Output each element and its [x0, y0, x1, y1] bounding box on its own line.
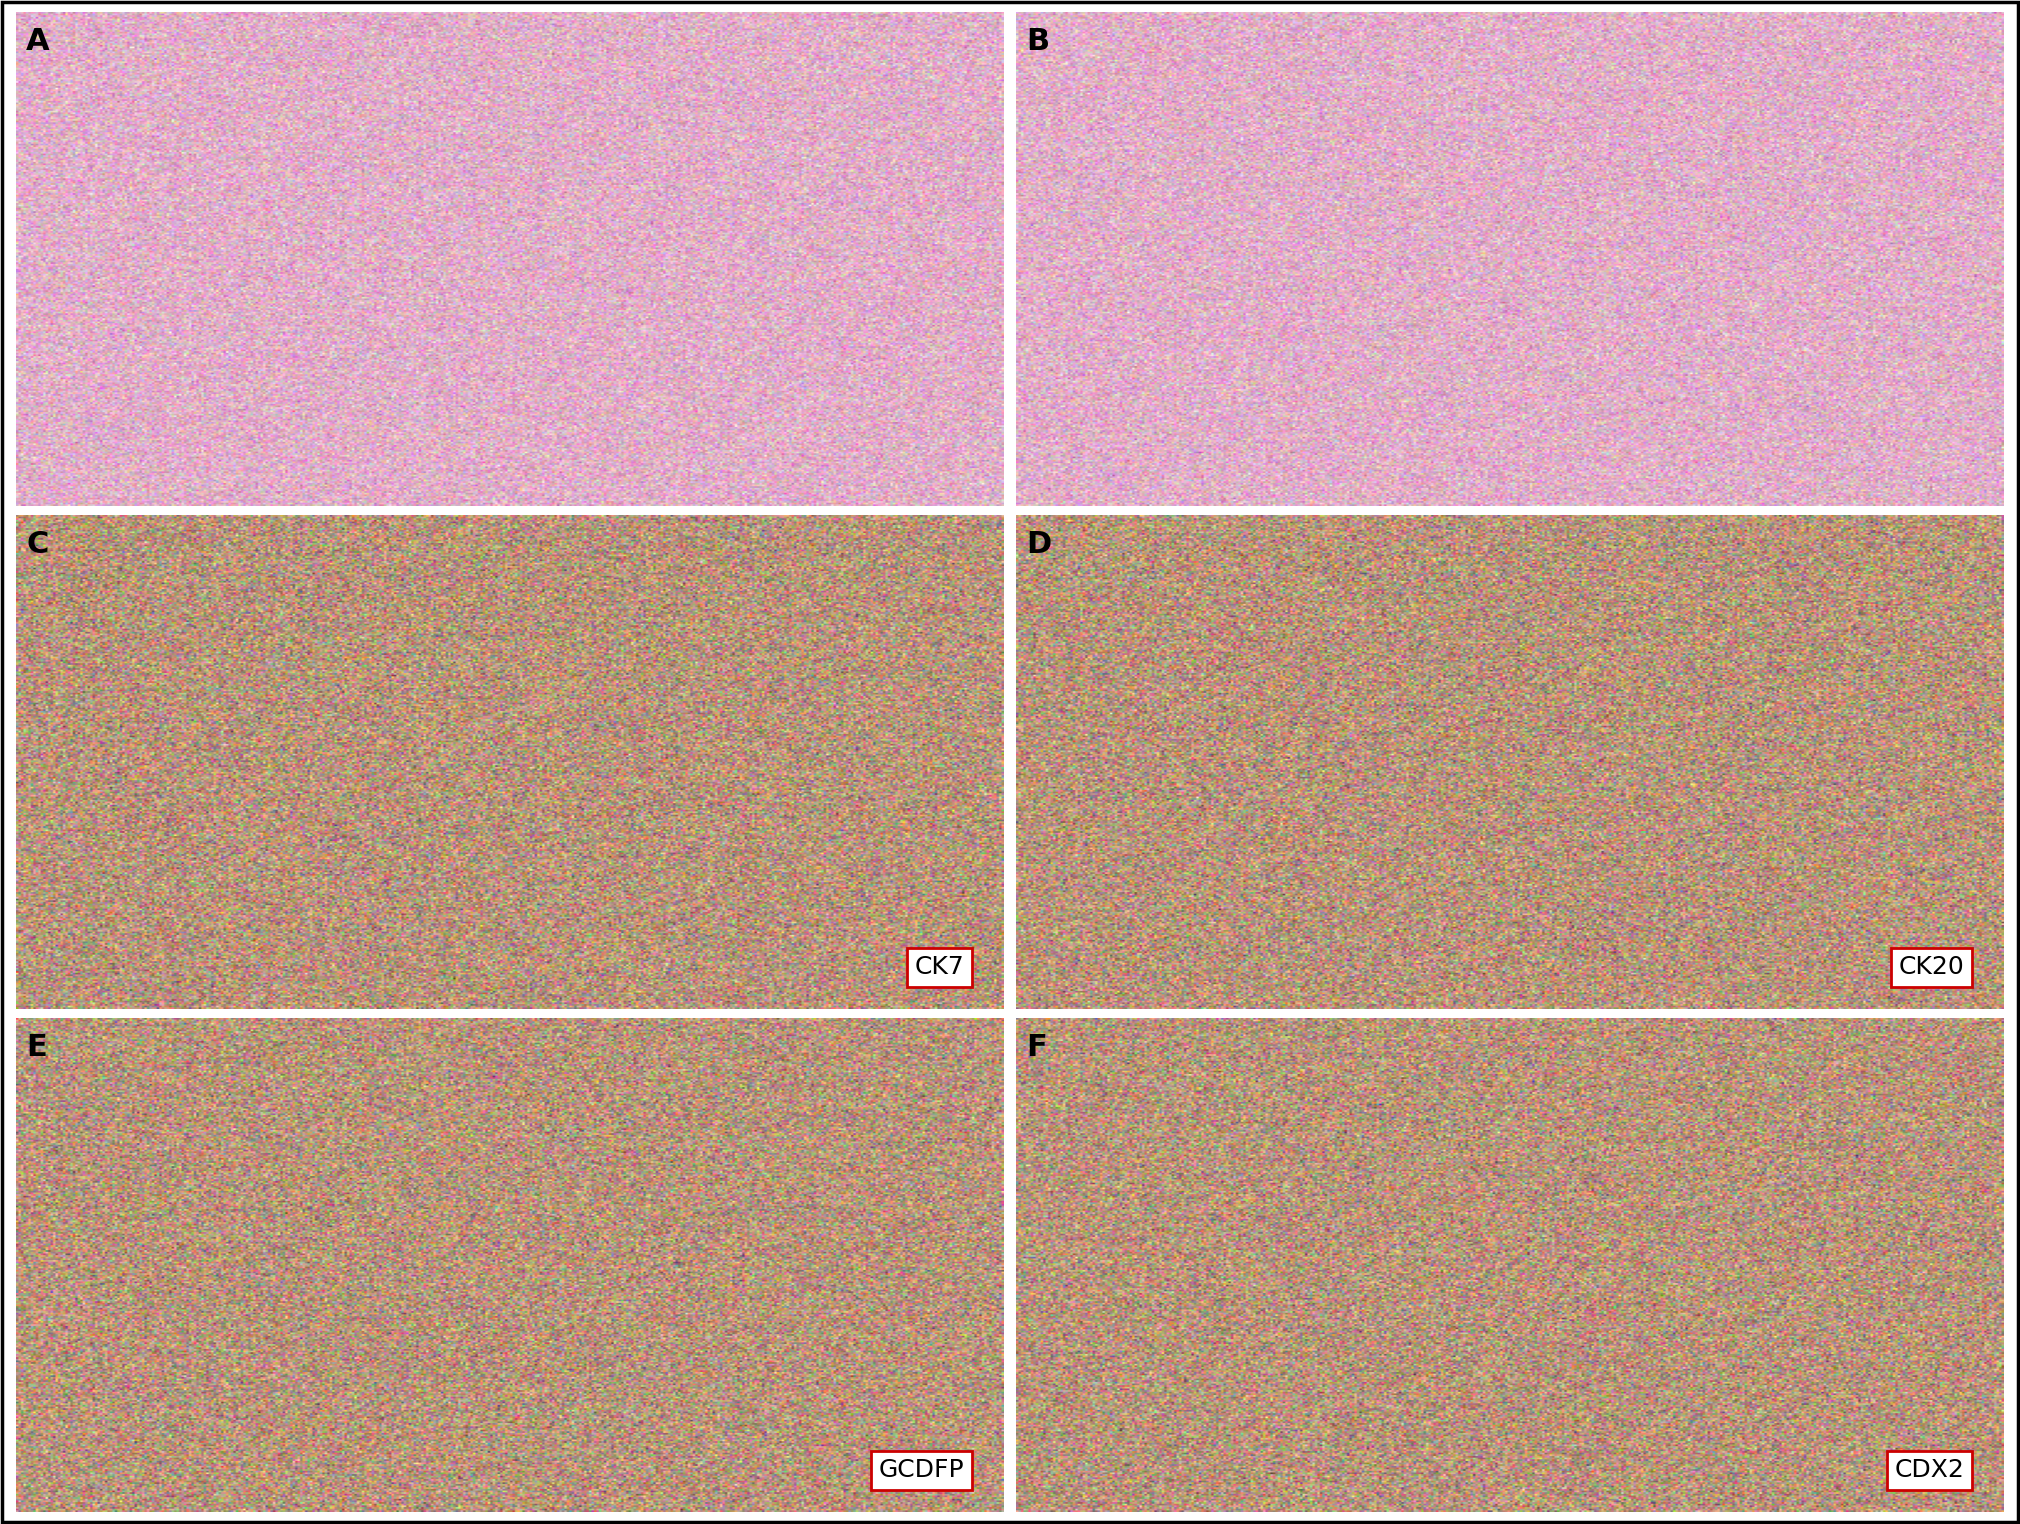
Text: GCDFP: GCDFP	[879, 1458, 964, 1483]
Text: CK7: CK7	[915, 956, 964, 980]
Text: C: C	[26, 530, 48, 559]
Text: D: D	[1026, 530, 1050, 559]
Text: A: A	[26, 27, 50, 56]
Text: B: B	[1026, 27, 1048, 56]
Text: F: F	[1026, 1033, 1046, 1062]
Text: CK20: CK20	[1899, 956, 1963, 980]
Text: CDX2: CDX2	[1895, 1458, 1963, 1483]
Text: E: E	[26, 1033, 46, 1062]
